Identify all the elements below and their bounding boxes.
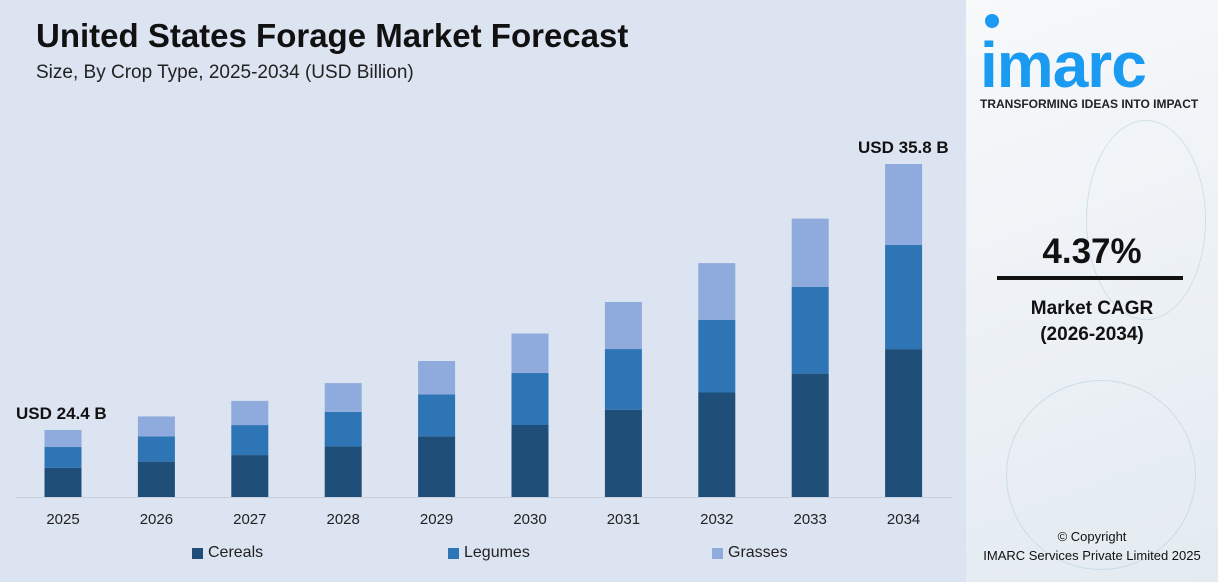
bar-grasses-2025 bbox=[44, 430, 82, 448]
bar-legumes-2029 bbox=[418, 394, 456, 437]
bar-cereals-2034 bbox=[885, 349, 923, 497]
legend-swatch bbox=[192, 547, 203, 559]
bar-legumes-2032 bbox=[698, 319, 736, 393]
x-tick-label: 2031 bbox=[607, 511, 640, 528]
x-tick-label: 2028 bbox=[327, 511, 360, 528]
bar-cereals-2029 bbox=[418, 436, 456, 497]
chart-title: United States Forage Market Forecast bbox=[36, 17, 629, 54]
bar-cereals-2025 bbox=[44, 467, 82, 497]
background-decoration bbox=[1086, 120, 1206, 320]
bar-grasses-2027 bbox=[231, 400, 269, 426]
bar-legumes-2026 bbox=[137, 436, 175, 462]
bar-cereals-2031 bbox=[604, 409, 642, 497]
bar-legumes-2028 bbox=[324, 411, 362, 447]
legend-swatch bbox=[712, 547, 723, 559]
first-value-label: USD 24.4 B bbox=[16, 404, 107, 423]
logo-dot bbox=[985, 14, 999, 28]
bar-grasses-2026 bbox=[137, 416, 175, 437]
legend-label: Grasses bbox=[728, 544, 788, 561]
background-decoration bbox=[1006, 380, 1196, 570]
x-tick-label: 2029 bbox=[420, 511, 453, 528]
copyright: © Copyright IMARC Services Private Limit… bbox=[966, 527, 1218, 565]
x-tick-label: 2033 bbox=[794, 511, 827, 528]
bar-cereals-2033 bbox=[791, 373, 829, 497]
bar-grasses-2031 bbox=[604, 302, 642, 350]
sidebar: imarc TRANSFORMING IDEAS INTO IMPACT 4.3… bbox=[966, 0, 1218, 582]
x-tick-label: 2032 bbox=[700, 511, 733, 528]
x-tick-label: 2026 bbox=[140, 511, 173, 528]
legend-item-grasses: Grasses bbox=[712, 544, 788, 562]
cagr-label-text: Market CAGR bbox=[1030, 298, 1154, 319]
bar-cereals-2027 bbox=[231, 455, 269, 497]
legend-item-legumes: Legumes bbox=[448, 544, 530, 562]
bar-legumes-2031 bbox=[604, 349, 642, 410]
copyright-text: © Copyright bbox=[1057, 529, 1127, 544]
cagr-label: Market CAGR (2026-2034) bbox=[966, 296, 1218, 348]
x-tick-label: 2034 bbox=[887, 511, 920, 528]
bar-cereals-2032 bbox=[698, 392, 736, 497]
company-name: IMARC Services Private Limited 2025 bbox=[983, 548, 1201, 563]
bar-grasses-2032 bbox=[698, 263, 736, 320]
cagr-period: (2026-2034) bbox=[1040, 324, 1144, 345]
bar-cereals-2026 bbox=[137, 461, 175, 497]
bar-grasses-2029 bbox=[418, 361, 456, 395]
tagline: TRANSFORMING IDEAS INTO IMPACT bbox=[980, 97, 1199, 111]
bar-legumes-2033 bbox=[791, 286, 829, 374]
bar-grasses-2034 bbox=[885, 164, 923, 245]
legend-swatch bbox=[448, 547, 459, 559]
bar-legumes-2030 bbox=[511, 373, 549, 426]
x-tick-label: 2025 bbox=[46, 511, 79, 528]
cagr-value: 4.37% bbox=[1042, 232, 1142, 271]
chart-subtitle: Size, By Crop Type, 2025-2034 (USD Billi… bbox=[36, 62, 414, 83]
bar-cereals-2030 bbox=[511, 425, 549, 497]
bar-cereals-2028 bbox=[324, 446, 362, 497]
chart-panel: United States Forage Market Forecast Siz… bbox=[0, 0, 966, 582]
legend: Cereals Legumes Grasses bbox=[0, 544, 966, 564]
bar-legumes-2025 bbox=[44, 447, 82, 468]
x-tick-label: 2030 bbox=[513, 511, 546, 528]
divider bbox=[997, 276, 1183, 280]
x-tick-label: 2027 bbox=[233, 511, 266, 528]
logo-text: imarc bbox=[980, 29, 1147, 101]
bar-grasses-2033 bbox=[791, 218, 829, 287]
legend-label: Cereals bbox=[208, 544, 264, 561]
bar-grasses-2028 bbox=[324, 383, 362, 412]
bar-grasses-2030 bbox=[511, 333, 549, 374]
stacked-bar-chart: 2025 2026 2027 2028 2029 2030 2031 2032 2033 2034 bbox=[16, 164, 952, 528]
bar-legumes-2034 bbox=[885, 244, 923, 350]
bar-legumes-2027 bbox=[231, 425, 269, 456]
last-value-label: USD 35.8 B bbox=[858, 138, 949, 157]
legend-item-cereals: Cereals bbox=[192, 544, 263, 562]
legend-label: Legumes bbox=[464, 544, 530, 561]
imarc-logo: imarc bbox=[980, 12, 1210, 101]
